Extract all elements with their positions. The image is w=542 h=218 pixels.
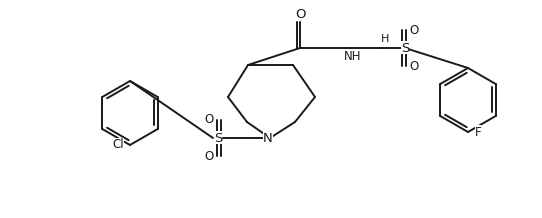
Text: H: H — [381, 34, 389, 44]
Text: O: O — [409, 60, 418, 73]
Text: O: O — [409, 24, 418, 36]
Text: O: O — [295, 9, 305, 22]
Text: N: N — [263, 131, 273, 145]
Text: O: O — [204, 150, 214, 162]
Text: O: O — [204, 114, 214, 126]
Text: S: S — [214, 131, 222, 145]
Text: Cl: Cl — [112, 138, 124, 152]
Text: S: S — [401, 41, 409, 54]
Text: F: F — [475, 126, 481, 138]
Text: NH: NH — [344, 51, 362, 63]
